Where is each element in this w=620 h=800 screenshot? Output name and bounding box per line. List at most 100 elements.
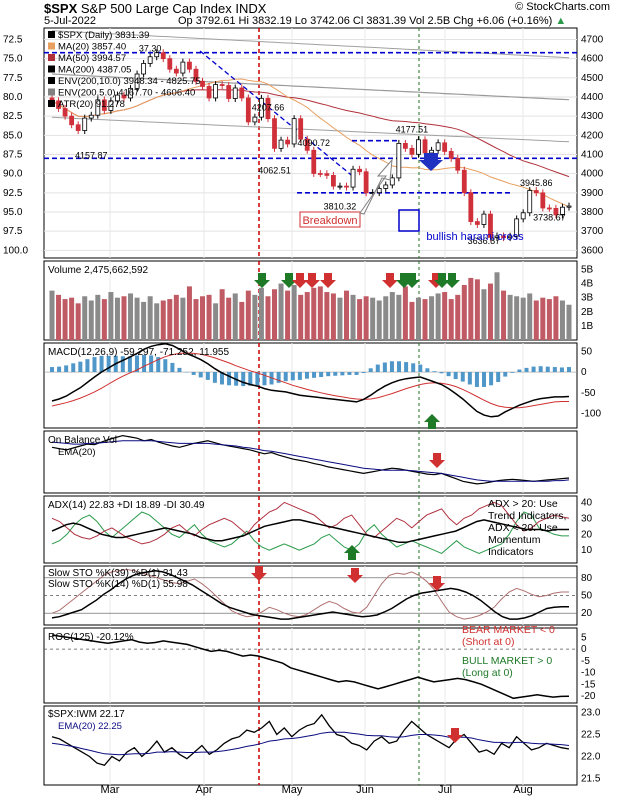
volume-bar — [226, 297, 232, 340]
volume-bar — [213, 303, 219, 340]
volume-bar — [88, 300, 94, 340]
ticker-symbol: $SPX — [44, 1, 78, 16]
roc-title: ROC(125) -20.12% — [48, 632, 134, 643]
candle-body — [468, 192, 474, 222]
volume-bar — [304, 292, 310, 340]
breakdown-arrow-icon — [359, 158, 393, 215]
macd-histogram-bar — [524, 367, 529, 373]
volume-bar — [245, 290, 251, 340]
downtrend-line — [199, 50, 353, 177]
adx-tick-label: 40 — [581, 497, 593, 508]
macd-histogram-bar — [255, 372, 260, 386]
macd-histogram-bar — [170, 362, 175, 373]
ratio-ema-line — [51, 731, 570, 756]
adx-note-line: Momentum — [488, 534, 541, 546]
volume-bar — [167, 299, 173, 340]
volume-bar — [435, 293, 441, 340]
candle-body — [540, 192, 546, 209]
volume-bar — [422, 299, 428, 340]
obv-ema-legend: EMA(20) — [58, 447, 95, 458]
volume-bar — [272, 289, 278, 340]
candle-body — [383, 184, 389, 189]
ratio-title: $SPX:IWM 22.17 — [48, 709, 125, 720]
volume-bar — [134, 297, 140, 340]
candle-body — [298, 118, 304, 140]
candle-body — [416, 139, 421, 155]
macd-histogram-bar — [531, 366, 536, 373]
instrument-name: S&P 500 Large Cap Index — [80, 1, 232, 16]
macd-histogram-bar — [241, 372, 246, 387]
atr-tick-label: 75.0 — [3, 54, 23, 65]
volume-bar — [442, 292, 448, 340]
candle-body — [507, 235, 513, 239]
macd-histogram-bar — [567, 367, 571, 373]
volume-bar — [409, 301, 415, 340]
volume-bar — [559, 300, 565, 340]
adx-up-arrow-icon — [344, 545, 360, 560]
atr-tick-label: 87.5 — [3, 150, 23, 161]
legend-label: ATR(20) 91.278 — [58, 99, 125, 110]
price-level-label: 4177.51 — [396, 124, 429, 134]
volume-bar — [461, 284, 467, 340]
volume-tick-label: 3B — [581, 293, 594, 304]
macd-histogram-bar — [368, 368, 373, 373]
adx-tick-label: 20 — [581, 529, 593, 540]
macd-histogram-bar — [50, 367, 54, 373]
candle-body — [481, 213, 487, 225]
volume-tick-label: 1B — [581, 321, 594, 332]
volume-bar — [206, 294, 212, 340]
stoch14-title: Slow STO %K(14) %D(1) 55.98 — [48, 579, 188, 590]
price-level-label: 3738.67 — [533, 213, 566, 223]
candle-body — [389, 177, 395, 186]
candle-body — [533, 190, 539, 194]
volume-bar — [533, 300, 539, 340]
candle-body — [344, 185, 349, 188]
env5-upper-line — [51, 30, 570, 59]
volume-bar — [540, 297, 546, 340]
volume-bar — [474, 279, 480, 340]
volume-bar — [324, 292, 330, 340]
macd-histogram-bar — [156, 357, 161, 373]
price-tick-label: 4000 — [581, 169, 604, 180]
candle-body — [566, 205, 572, 208]
macd-histogram-bar — [439, 372, 444, 374]
volume-bar — [520, 297, 526, 340]
buy-arrow-icon — [434, 273, 450, 288]
candle-body — [134, 73, 140, 89]
candle-body — [291, 118, 297, 145]
macd-histogram-bar — [347, 372, 352, 375]
legend-label: MA(20) 3857.40 — [58, 42, 126, 53]
volume-bar — [252, 294, 258, 340]
volume-bar — [180, 297, 186, 340]
candle-body — [69, 115, 75, 126]
macd-up-arrow-icon — [424, 414, 440, 429]
candle-body — [154, 52, 160, 58]
macd-histogram-bar — [262, 372, 267, 386]
macd-histogram-bar — [474, 372, 479, 387]
atr-tick-label: 90.0 — [3, 169, 23, 180]
stoch-tick-label: 50 — [581, 591, 593, 602]
roc-tick-label: -5 — [581, 656, 590, 667]
macd-histogram-bar — [389, 361, 394, 373]
legend-swatch — [48, 65, 55, 73]
price-level-label: 3810.32 — [324, 202, 357, 212]
volume-bar — [147, 296, 153, 340]
candle-body — [252, 116, 258, 123]
macd-histogram-bar — [538, 366, 543, 373]
minus-di-line — [51, 501, 570, 545]
volume-bar — [481, 289, 487, 340]
macd-histogram-bar — [78, 361, 83, 373]
price-tick-label: 4400 — [581, 92, 604, 103]
volume-bar — [101, 299, 107, 340]
macd-histogram-bar — [290, 372, 295, 381]
macd-histogram-bar — [85, 359, 90, 373]
volume-bar — [173, 294, 179, 340]
candle-body — [167, 58, 173, 70]
candle-body — [160, 52, 166, 60]
candle-body — [317, 173, 323, 175]
volume-bar — [121, 296, 127, 340]
candle-body — [331, 174, 336, 187]
volume-bar — [546, 299, 552, 340]
x-axis-label: Mar — [101, 784, 120, 796]
volume-bar — [396, 294, 402, 340]
